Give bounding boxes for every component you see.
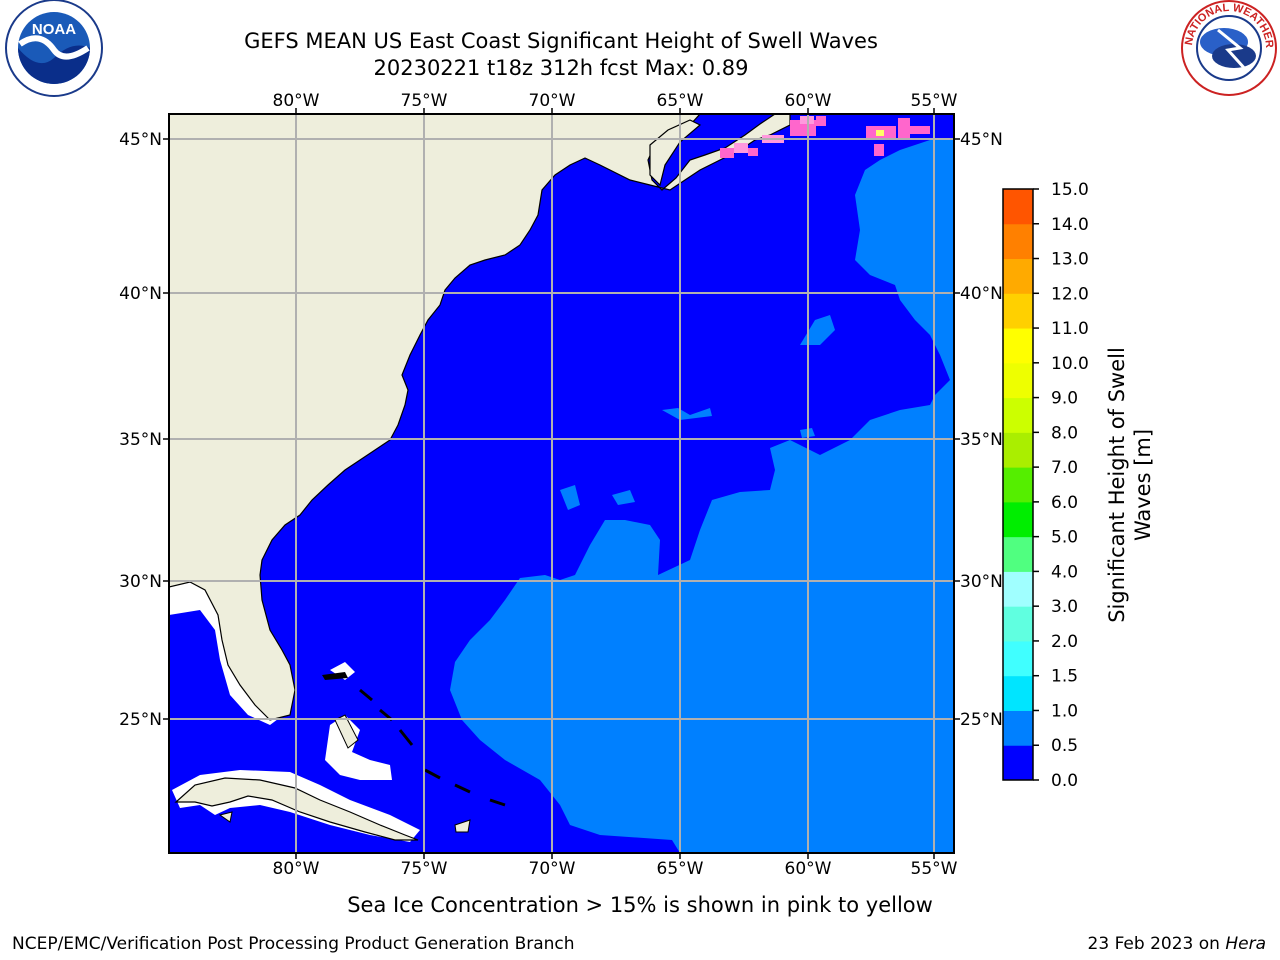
gridlines (169, 114, 954, 853)
lat-label: 25°N (119, 710, 162, 730)
colorbar-band (1003, 536, 1033, 572)
shallow-area (330, 662, 355, 680)
mid-swell-patch (662, 408, 712, 420)
colorbar-band (1003, 432, 1033, 468)
lon-label: 55°W (911, 91, 958, 111)
map-panel (169, 114, 954, 853)
lon-label: 75°W (401, 91, 448, 111)
colorbar-label-line2: Waves [m] (1131, 429, 1155, 541)
colorbar-tick-label: 2.0 (1051, 632, 1078, 652)
lon-label: 65°W (657, 859, 704, 879)
noaa-logo: NOAA (5, 0, 103, 97)
lon-label: 75°W (401, 859, 448, 879)
colorbar-tick-label: 0.0 (1051, 771, 1078, 791)
colorbar-tick-label: 11.0 (1051, 319, 1089, 339)
lat-label: 40°N (960, 284, 1003, 304)
lon-label: 60°W (785, 859, 832, 879)
subtitle: 20230221 t18z 312h fcst Max: 0.89 (374, 56, 749, 80)
lat-label: 45°N (119, 130, 162, 150)
colorbar-tick-label: 1.0 (1051, 701, 1078, 721)
colorbar-band (1003, 710, 1033, 746)
colorbar-band (1003, 501, 1033, 538)
lon-label: 65°W (657, 91, 704, 111)
lat-label: 30°N (960, 572, 1003, 592)
date-host-text: 23 Feb 2023 on Hera (1088, 934, 1266, 954)
lon-labels-bottom: 80°W 75°W 70°W 65°W 60°W 55°W (273, 859, 958, 879)
colorbar-tick-label: 8.0 (1051, 423, 1078, 443)
lat-labels-right: 45°N 40°N 35°N 30°N 25°N (960, 130, 1003, 730)
lat-label: 40°N (119, 284, 162, 304)
colorbar-tick-label: 13.0 (1051, 250, 1089, 270)
noaa-logo-text: NOAA (32, 21, 76, 38)
land-bahamas (322, 672, 348, 680)
host-text: Hera (1225, 934, 1266, 954)
land-bahamas-chain (359, 688, 506, 807)
lon-label: 80°W (273, 91, 320, 111)
colorbar-band (1003, 467, 1033, 503)
colorbar-band (1003, 189, 1033, 225)
lat-label: 25°N (960, 710, 1003, 730)
colorbar-band (1003, 571, 1033, 607)
colorbar-ticks: 0.0 0.5 1.0 1.5 2.0 3.0 4.0 5.0 6.0 7.0 8.0 9.0 10.0… (1033, 180, 1089, 791)
colorbar-band (1003, 293, 1033, 329)
colorbar-band (1003, 745, 1033, 781)
land-north-america (169, 114, 791, 721)
colorbar-tick-label: 9.0 (1051, 389, 1078, 409)
lat-label: 30°N (119, 572, 162, 592)
lon-label: 70°W (529, 859, 576, 879)
lon-labels-top: 80°W 75°W 70°W 65°W 60°W 55°W (273, 91, 958, 111)
land-bahamas (334, 714, 359, 749)
land-island (218, 811, 233, 823)
mid-swell-patch (612, 490, 635, 505)
colorbar-tick-label: 12.0 (1051, 284, 1089, 304)
colorbar-tick-label: 7.0 (1051, 458, 1078, 478)
map-ticks (163, 108, 960, 859)
lat-labels-left: 45°N 40°N 35°N 30°N 25°N (119, 130, 162, 730)
date-text: 23 Feb 2023 on (1088, 934, 1226, 954)
colorbar-tick-label: 4.0 (1051, 562, 1078, 582)
lat-label: 35°N (119, 430, 162, 450)
colorbar-tick-label: 1.5 (1051, 667, 1078, 687)
colorbar-tick-label: 15.0 (1051, 180, 1089, 200)
colorbar (1003, 189, 1033, 781)
title: GEFS MEAN US East Coast Significant Heig… (244, 29, 878, 53)
colorbar-tick-label: 14.0 (1051, 215, 1089, 235)
colorbar-band (1003, 223, 1033, 260)
colorbar-tick-label: 0.5 (1051, 736, 1078, 756)
ocean-mid-swell-region (450, 114, 954, 853)
mid-swell-patch (560, 485, 580, 510)
lon-label: 60°W (785, 91, 832, 111)
colorbar-band (1003, 640, 1033, 677)
lat-label: 35°N (960, 430, 1003, 450)
credit-text: NCEP/EMC/Verification Post Processing Pr… (12, 934, 575, 954)
sea-ice-note: Sea Ice Concentration > 15% is shown in … (347, 893, 933, 917)
colorbar-band (1003, 258, 1033, 294)
colorbar-tick-label: 6.0 (1051, 493, 1078, 513)
colorbar-label: Significant Height of Swell Waves [m] (1105, 347, 1155, 623)
lon-label: 55°W (911, 859, 958, 879)
colorbar-tick-label: 5.0 (1051, 528, 1078, 548)
colorbar-tick-label: 3.0 (1051, 597, 1078, 617)
colorbar-band (1003, 606, 1033, 642)
lon-label: 70°W (529, 91, 576, 111)
colorbar-band (1003, 397, 1033, 433)
land-island (454, 819, 471, 833)
colorbar-band (1003, 675, 1033, 711)
map-frame (168, 113, 955, 854)
colorbar-band (1003, 328, 1033, 364)
colorbar-band (1003, 362, 1033, 399)
colorbar-frame (1002, 188, 1034, 781)
colorbar-label-line1: Significant Height of Swell (1105, 347, 1129, 623)
lat-label: 45°N (960, 130, 1003, 150)
lon-label: 80°W (273, 859, 320, 879)
colorbar-tick-label: 10.0 (1051, 354, 1089, 374)
